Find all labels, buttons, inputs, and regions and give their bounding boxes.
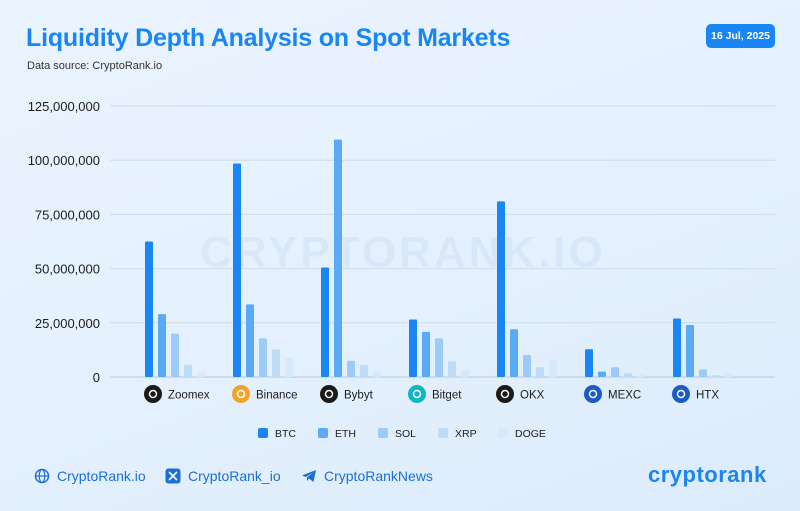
footer-telegram-link[interactable]: CryptoRankNews xyxy=(301,468,433,484)
legend-label: DOGE xyxy=(515,428,546,440)
bar-btc xyxy=(233,163,241,377)
legend-label: BTC xyxy=(275,428,296,440)
footer-twitter-link[interactable]: CryptoRank_io xyxy=(165,468,281,484)
bar-sol xyxy=(611,367,619,377)
legend-label: ETH xyxy=(335,428,356,440)
bar-doge xyxy=(725,373,733,377)
globe-icon xyxy=(34,468,50,484)
bar-xrp xyxy=(360,365,368,377)
category-label: Zoomex xyxy=(168,390,210,402)
footer-site-label: CryptoRank.io xyxy=(57,468,146,484)
bar-sol xyxy=(523,354,531,377)
bybit-icon xyxy=(320,385,338,403)
icon-glyph xyxy=(324,389,334,399)
bar-sol xyxy=(347,360,355,377)
bar-doge xyxy=(373,371,381,377)
bar-sol xyxy=(171,333,179,377)
icon-glyph xyxy=(236,389,246,399)
bar-eth xyxy=(422,331,430,377)
legend-swatch xyxy=(378,428,388,438)
bar-btc xyxy=(497,201,505,377)
bar-btc xyxy=(409,319,417,377)
icon-glyph xyxy=(148,389,158,399)
category-label: MEXC xyxy=(608,390,641,402)
bar-doge xyxy=(549,359,557,377)
bar-btc xyxy=(145,241,153,377)
legend-swatch xyxy=(258,428,268,438)
category-label: OKX xyxy=(520,390,545,402)
x-twitter-icon xyxy=(165,468,181,484)
brand-logo: cryptorank xyxy=(648,462,767,487)
bar-btc xyxy=(673,318,681,377)
data-source: Data source: CryptoRank.io xyxy=(27,60,163,72)
mexc-icon xyxy=(584,385,602,403)
footer-twitter-label: CryptoRank_io xyxy=(188,468,281,484)
y-tick-label: 50,000,000 xyxy=(35,262,100,277)
bar-sol xyxy=(435,338,443,377)
bar-chart: 0 25,000,000 50,000,000 75,000,000 100,000,0… xyxy=(28,99,775,440)
binance-icon xyxy=(232,385,250,403)
bar-doge xyxy=(285,357,293,377)
bar-xrp xyxy=(272,349,280,377)
bar-xrp xyxy=(624,373,632,377)
htx-icon xyxy=(672,385,690,403)
legend-label: SOL xyxy=(395,428,416,440)
footer-site-link[interactable]: CryptoRank.io xyxy=(34,468,146,484)
infinity-icon xyxy=(144,385,162,403)
y-tick-label: 0 xyxy=(93,370,100,385)
bar-btc xyxy=(585,349,593,377)
icon-glyph xyxy=(412,389,422,399)
bar-eth xyxy=(686,324,694,377)
bar-xrp xyxy=(536,367,544,377)
bar-sol xyxy=(259,338,267,377)
footer-telegram-label: CryptoRankNews xyxy=(324,468,433,484)
bar-xrp xyxy=(448,361,456,377)
bar-doge xyxy=(461,369,469,377)
category-label: Bitget xyxy=(432,390,462,402)
y-tick-label: 100,000,000 xyxy=(28,153,100,168)
y-tick-label: 75,000,000 xyxy=(35,207,100,222)
bar-sol xyxy=(699,369,707,377)
bar-btc xyxy=(321,267,329,377)
bar-eth xyxy=(158,314,166,377)
bar-doge xyxy=(197,372,205,377)
page-title: Liquidity Depth Analysis on Spot Markets xyxy=(26,24,511,52)
date-badge: 16 Jul, 2025 xyxy=(706,24,775,48)
category-label: Binance xyxy=(256,390,298,402)
legend-swatch xyxy=(318,428,328,438)
category-label: HTX xyxy=(696,390,719,402)
okx-icon xyxy=(496,385,514,403)
icon-glyph xyxy=(500,389,510,399)
legend-label: XRP xyxy=(455,428,477,440)
legend-swatch xyxy=(498,428,508,438)
category-label: Bybyt xyxy=(344,390,374,402)
bar-xrp xyxy=(184,365,192,377)
bar-eth xyxy=(334,139,342,377)
bar-doge xyxy=(637,374,645,377)
bitget-icon xyxy=(408,385,426,403)
bar-xrp xyxy=(712,375,720,377)
y-tick-label: 25,000,000 xyxy=(35,316,100,331)
telegram-icon xyxy=(302,470,316,482)
bar-eth xyxy=(246,304,254,377)
icon-glyph xyxy=(588,389,598,399)
y-tick-label: 125,000,000 xyxy=(28,99,100,114)
bar-eth xyxy=(598,371,606,377)
bar-eth xyxy=(510,329,518,377)
legend-swatch xyxy=(438,428,448,438)
icon-glyph xyxy=(676,389,686,399)
